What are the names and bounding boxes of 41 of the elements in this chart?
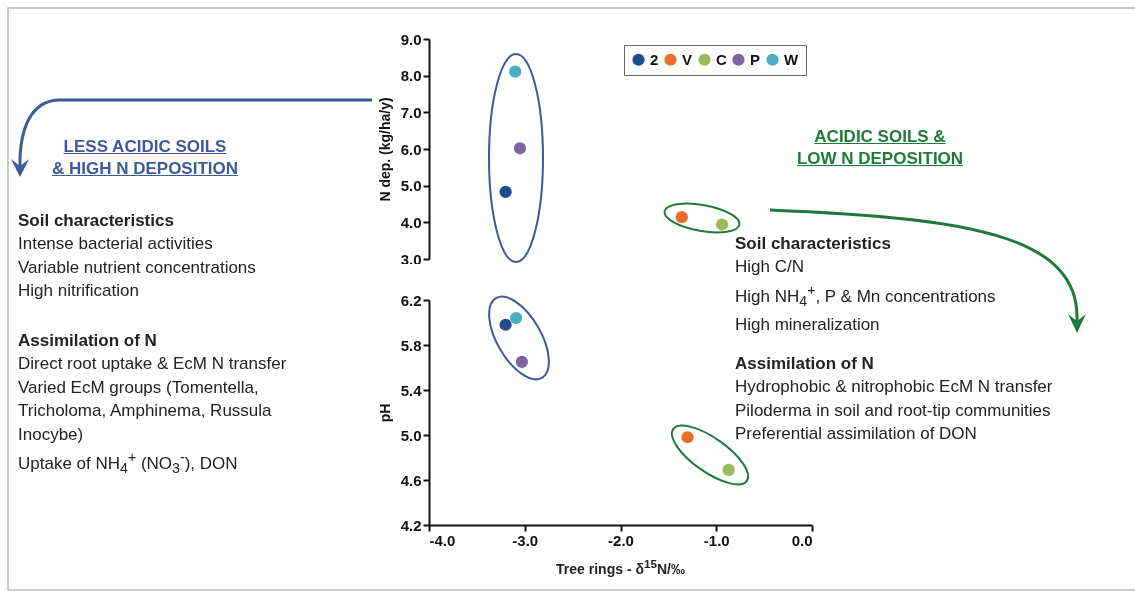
text: Assimilation of N (18, 330, 157, 352)
text: LESS ACIDIC SOILS & HIGH N DEPOSITION (50, 136, 240, 180)
annotation: Soil characteristics (735, 233, 891, 255)
y-tick-label: 4.0 (400, 213, 422, 231)
y-tick-label: 7.0 (400, 103, 422, 121)
y-tick-label: 4.2 (400, 516, 422, 534)
text: Soil characteristics (18, 210, 174, 232)
text: Direct root uptake & EcM N transfer Varied EcM groups (Tomentella, Tricholoma, Amphinema, Russula Inocybe) Uptake of NH$_{4}$$^{+}$ (NO$_{3}$$^{-}$), DON (18, 354, 287, 477)
annotation: Hydrophobic & nitrophobic EcM N transfer Piloderma in soil and root-tip communities Preferential assimilation of DON (735, 376, 1053, 445)
x-tick-label: -4.0 (429, 531, 456, 549)
x-tick-label: -1.0 (703, 531, 730, 549)
y-tick-label: 6.2 (400, 291, 422, 309)
y-tick-label: 9.0 (400, 30, 422, 48)
legend-label: C (716, 50, 727, 68)
annotation: High C/N High NH$_{4}$$^{+}$, P & Mn concentrations High mineralization (735, 256, 996, 337)
y-tick-label: 5.4 (400, 381, 423, 399)
text: Intense bacterial activities Variable nutrient concentrations High nitrification (18, 233, 256, 302)
y-tick-label: 5.0 (400, 426, 422, 444)
legend-label: P (750, 50, 761, 68)
y-tick-label: 3.0 (400, 250, 422, 268)
x-tick-label: -2.0 (608, 531, 634, 549)
y-axis-title: pH (376, 403, 393, 423)
x-tick-label: -3.0 (512, 531, 539, 549)
point (715, 218, 729, 231)
x-tick-label: 0.0 (791, 531, 813, 549)
y-tick-label: 8.0 (400, 67, 422, 85)
annotation: ACIDIC SOILS & LOW N DEPOSITION (795, 126, 965, 170)
annotation: Assimilation of N (735, 353, 874, 375)
point (513, 142, 527, 155)
y-tick-label: 4.6 (400, 471, 422, 489)
y-tick-label: 6.0 (400, 140, 422, 158)
legend-label: W (784, 50, 799, 68)
legend-label: 2 (650, 50, 659, 68)
point (675, 211, 688, 224)
x-axis-title: Tree rings - δ$^{15}$N/‰ (555, 556, 686, 579)
legend-label: V (682, 50, 693, 68)
point (499, 185, 512, 199)
y-tick-label: 5.8 (400, 336, 422, 354)
point (509, 65, 522, 78)
y-axis-title: N dep. (kg/ha/y) (376, 97, 393, 202)
y-tick-label: 5.0 (400, 177, 422, 195)
